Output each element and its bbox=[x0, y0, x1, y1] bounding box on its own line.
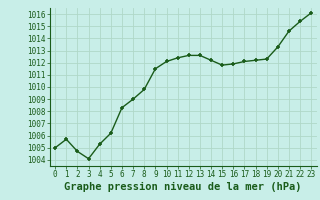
X-axis label: Graphe pression niveau de la mer (hPa): Graphe pression niveau de la mer (hPa) bbox=[64, 182, 302, 192]
